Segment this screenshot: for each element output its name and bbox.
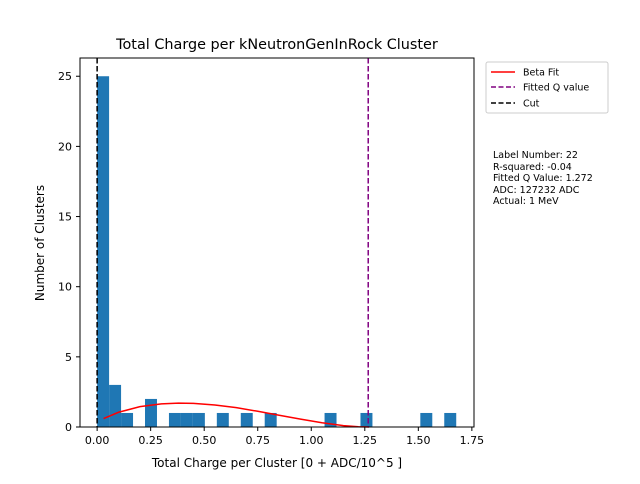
annotation-fitted-q: Fitted Q Value: 1.272: [493, 173, 593, 184]
y-tick-label: 15: [58, 211, 72, 224]
annotation-label-number: Label Number: 22: [493, 150, 578, 161]
x-tick-label: 1.50: [406, 434, 431, 447]
histogram-bar: [264, 412, 277, 427]
beta-fit-line: [103, 402, 370, 428]
x-tick-label: 0.75: [245, 434, 270, 447]
legend-fitted-q-label: Fitted Q value: [523, 83, 589, 94]
histogram-bar: [180, 412, 193, 427]
y-tick-label: 20: [58, 140, 72, 153]
histogram-bar: [444, 412, 457, 427]
y-axis-label: Number of Clusters: [33, 185, 47, 301]
x-tick-label: 0.00: [85, 434, 110, 447]
y-tick-label: 5: [65, 351, 72, 364]
legend-cut-label: Cut: [523, 99, 540, 110]
y-tick-label: 0: [65, 421, 72, 434]
histogram-bar: [145, 398, 157, 427]
annotation-r-squared: R-squared: -0.04: [493, 162, 572, 173]
legend-box: [485, 61, 609, 114]
legend-beta-fit-label: Beta Fit: [523, 68, 559, 79]
ticks-layer: 0.00 0.25 0.50 0.75 1.00 1.25 1.50 1.75 0 5 10 15 20…: [58, 70, 484, 447]
x-tick-label: 0.50: [192, 434, 217, 447]
x-tick-label: 1.25: [353, 434, 378, 447]
histogram-bar: [97, 76, 110, 428]
bars-layer: [97, 76, 457, 428]
annotation-actual: Actual: 1 MeV: [493, 196, 559, 207]
histogram-bar: [168, 412, 181, 427]
x-axis-label: Total Charge per Cluster [0 + ADC/10^5 ]: [151, 456, 402, 470]
x-tick-label: 1.75: [460, 434, 485, 447]
histogram-bar: [109, 384, 122, 427]
histogram-bar: [240, 412, 253, 427]
histogram-bar: [216, 412, 229, 427]
y-tick-label: 10: [58, 281, 72, 294]
plot-frame: [79, 57, 475, 428]
annotation-box: Label Number: 22 R-squared: -0.04 Fitted…: [493, 150, 593, 207]
histogram-bar: [360, 412, 373, 427]
x-tick-label: 0.25: [138, 434, 163, 447]
x-tick-label: 1.00: [299, 434, 324, 447]
y-tick-label: 25: [58, 70, 72, 83]
histogram-bar: [420, 412, 433, 427]
histogram-bar: [192, 412, 205, 427]
chart-title: Total Charge per kNeutronGenInRock Clust…: [115, 37, 438, 53]
lines-layer: [96, 58, 370, 428]
annotation-adc: ADC: 127232 ADC: [493, 185, 580, 196]
histogram-bar: [324, 412, 337, 427]
histogram-bar: [121, 412, 134, 427]
legend: Beta Fit Fitted Q value Cut: [485, 61, 609, 114]
